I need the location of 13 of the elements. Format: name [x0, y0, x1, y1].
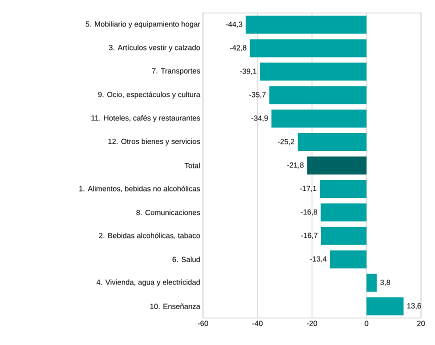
- bar: [246, 16, 367, 34]
- bar: [366, 274, 377, 292]
- bar: [330, 250, 367, 268]
- bar: [320, 226, 367, 245]
- bar: [320, 180, 367, 198]
- bar: [260, 62, 367, 81]
- bar: [366, 297, 404, 316]
- bar: [269, 86, 367, 104]
- bar: [320, 203, 367, 222]
- bar: [250, 39, 367, 58]
- bar: [271, 110, 367, 128]
- bar: [307, 156, 367, 174]
- bar: [298, 133, 367, 152]
